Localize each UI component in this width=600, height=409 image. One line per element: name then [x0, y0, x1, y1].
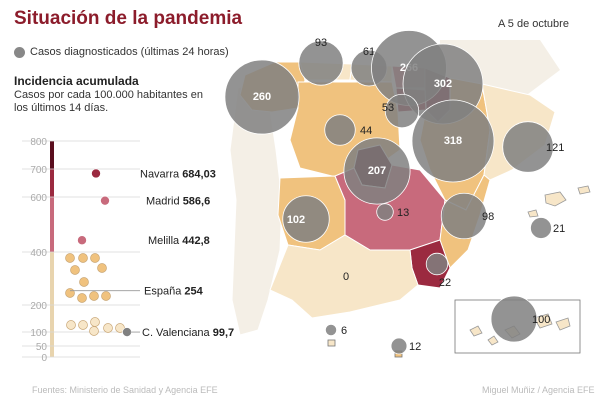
- bubble-legend-label: Casos diagnosticados (últimas 24 horas): [30, 46, 229, 58]
- map-bubble-label: 207: [368, 165, 386, 177]
- map-bubble: [384, 93, 420, 129]
- incidence-dot: [101, 291, 111, 301]
- incidence-tick-label: 100: [30, 328, 47, 339]
- incidence-tick-label: 0: [41, 353, 47, 364]
- map-bubble-label: 100: [532, 314, 550, 326]
- incidence-point-madrid: [100, 195, 110, 206]
- map-bubble: [502, 121, 554, 173]
- date-label: A 5 de octubre: [498, 18, 569, 30]
- incidence-point-label: Navarra 684,03: [140, 168, 216, 180]
- map-bubble: [440, 192, 488, 240]
- map-bubble: [490, 295, 538, 343]
- incidence-dot: [90, 253, 100, 263]
- incidence-dot: [78, 320, 88, 330]
- map-bubble-label: 61: [363, 46, 375, 58]
- incidence-dot: [103, 323, 113, 333]
- map-bubble-label: 44: [360, 125, 372, 137]
- incidence-point-label: C. Valenciana 99,7: [142, 327, 234, 339]
- map-bubble-label: 53: [382, 102, 394, 114]
- map-bubble: [282, 195, 330, 243]
- incidence-dot: [77, 293, 87, 303]
- map-bubble: [224, 59, 300, 135]
- map-bubble-label: 22: [439, 277, 451, 289]
- incidence-point-label: Melilla 442,8: [148, 235, 210, 247]
- incidence-scale-band: [50, 252, 54, 357]
- incidence-tick-label: 800: [30, 137, 47, 148]
- map-bubble-label: 12: [409, 341, 421, 353]
- map-bubble: [324, 114, 356, 146]
- incidence-subtitle: Casos por cada 100.000 habitantes en los…: [14, 89, 203, 114]
- incidence-scale-band: [50, 141, 54, 169]
- incidence-dot: [65, 253, 75, 263]
- incidence-scale-band: [50, 197, 54, 252]
- map-bubble-label: 121: [546, 142, 564, 154]
- incidence-axis: 050 100 200 400 600 700 800: [22, 137, 140, 364]
- incidence-tick-label: 50: [36, 342, 48, 353]
- region-andalucia: [269, 234, 419, 319]
- incidence-point-melilla: [77, 235, 87, 246]
- map-bubble-label: 13: [397, 207, 409, 219]
- region-ceuta: [327, 339, 336, 347]
- map-bubble: [390, 337, 408, 355]
- incidence-dot: [78, 253, 88, 263]
- incidence-point-label: España 254: [144, 286, 204, 298]
- incidence-dot: [79, 277, 89, 287]
- map-bubble: [324, 323, 338, 337]
- map-bubble: [530, 217, 552, 239]
- map-bubble: [425, 252, 449, 276]
- map-bubble-label: 302: [434, 78, 452, 90]
- incidence-dot: [70, 265, 80, 275]
- page-title: Situación de la pandemia: [14, 8, 243, 29]
- map-bubble-label: 260: [253, 91, 271, 103]
- incidence-point-navarra: [91, 168, 101, 179]
- map-bubble-label: 21: [553, 223, 565, 235]
- incidence-dot: [89, 291, 99, 301]
- map-bubbles: 9361266302260534431812120710213982102210…: [224, 30, 565, 355]
- region-baleares: [527, 185, 591, 218]
- incidence-marks: Navarra 684,03 Madrid 586,6 Melilla 442,8 E…: [65, 168, 234, 339]
- incidence-dot: [66, 320, 76, 330]
- incidence-dot: [89, 326, 99, 336]
- incidence-point-label: Madrid 586,6: [146, 196, 210, 208]
- credit-note: Miguel Muñiz / Agencia EFE: [482, 385, 595, 395]
- map-bubble-label: 93: [315, 37, 327, 49]
- map-bubble-label: 318: [444, 135, 462, 147]
- bubble-legend-icon: [14, 46, 25, 58]
- map-bubble: [376, 203, 394, 221]
- incidence-tick-label: 200: [30, 301, 47, 312]
- source-note: Fuentes: Ministerio de Sanidad y Agencia…: [32, 385, 218, 395]
- incidence-tick-label: 400: [30, 248, 47, 259]
- map-bubble-label: 6: [341, 325, 347, 337]
- map-bubble: [343, 137, 411, 205]
- map-bubble-label: 102: [287, 214, 305, 226]
- incidence-tick-label: 600: [30, 193, 47, 204]
- map-bubble: [411, 99, 495, 183]
- map-bubble-label: 0: [343, 271, 349, 283]
- map-bubble-label: 98: [482, 211, 494, 223]
- incidence-tick-label: 700: [30, 165, 47, 176]
- map-bubble: [298, 40, 344, 86]
- incidence-dot: [97, 263, 107, 273]
- incidence-title: Incidencia acumulada: [14, 74, 139, 88]
- incidence-scale-band: [50, 169, 54, 197]
- bubble-legend: Casos diagnosticados (últimas 24 horas): [14, 46, 229, 58]
